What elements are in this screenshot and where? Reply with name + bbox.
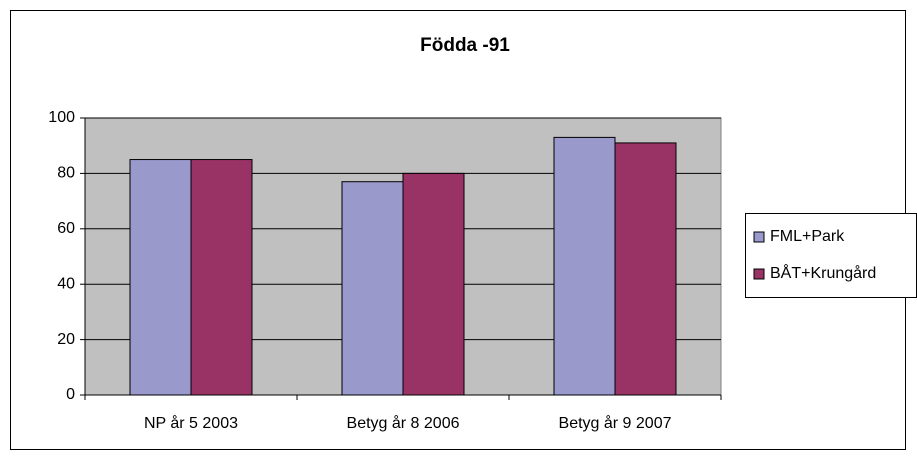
legend-swatch <box>753 268 765 280</box>
legend-label: FML+Park <box>770 228 845 245</box>
bar <box>402 172 465 396</box>
y-tick-label: 40 <box>57 275 75 292</box>
y-tick-label: 80 <box>57 165 75 182</box>
chart-title: Födda -91 <box>420 35 510 56</box>
bar <box>614 142 677 396</box>
bar <box>129 159 192 396</box>
bar <box>190 159 253 396</box>
x-tick-label: NP år 5 2003 <box>144 414 238 432</box>
bar <box>553 136 616 396</box>
y-tick-label: 60 <box>57 220 75 237</box>
y-tick-label: 20 <box>57 331 75 348</box>
y-tick-label: 100 <box>48 109 75 126</box>
x-tick-label: Betyg år 9 2007 <box>559 414 672 432</box>
x-tick-label: Betyg år 8 2006 <box>347 414 460 432</box>
bar <box>341 181 404 396</box>
legend-box <box>745 213 917 298</box>
legend-swatch <box>753 231 765 243</box>
y-tick-label: 0 <box>66 386 75 403</box>
legend-label: BÅT+Krungård <box>770 263 876 282</box>
